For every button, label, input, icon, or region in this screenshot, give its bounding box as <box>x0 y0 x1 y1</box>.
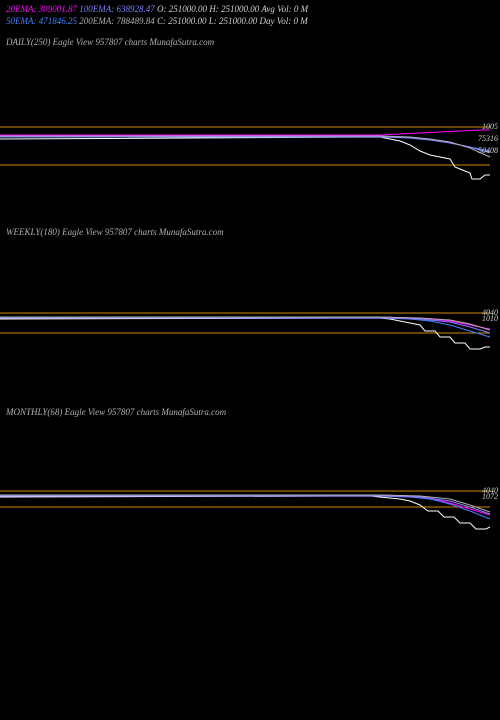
series-price <box>0 496 490 529</box>
high-value: 251000.00 <box>221 4 259 14</box>
series-ema100 <box>0 496 490 514</box>
header-row-2: 50EMA: 471846.25 200EMA: 788489.84 C: 25… <box>6 16 494 28</box>
ema20-label: 20EMA: <box>6 4 37 14</box>
panels-container: DAILY(250) Eagle View 957807 charts Muna… <box>0 31 500 581</box>
ema200-value: 788489.84 <box>117 16 155 26</box>
chart-panel-2: MONTHLY(68) Eagle View 957807 charts Mun… <box>0 401 500 581</box>
avgvol-label: Avg Vol: <box>261 4 291 14</box>
series-price <box>0 137 490 179</box>
chart-svg <box>0 31 500 221</box>
ema50-label: 50EMA: <box>6 16 37 26</box>
axis-label: 75316 <box>478 134 498 143</box>
series-ema50 <box>0 318 490 337</box>
axis-label: 50408 <box>478 146 498 155</box>
axis-label: 1072 <box>482 492 498 501</box>
axis-label: 1010 <box>482 314 498 323</box>
ema100-value: 638928.47 <box>117 4 155 14</box>
high-label: H: <box>209 4 219 14</box>
ema50-value: 471846.25 <box>39 16 77 26</box>
axis-label: 1005 <box>482 122 498 131</box>
open-label: O: <box>157 4 167 14</box>
series-ema20 <box>0 130 490 135</box>
close-label: C: <box>157 16 166 26</box>
header-row-1: 20EMA: 309001.87 100EMA: 638928.47 O: 25… <box>6 4 494 16</box>
ema100-label: 100EMA: <box>79 4 114 14</box>
series-ema100 <box>0 318 490 333</box>
low-value: 251000.00 <box>219 16 257 26</box>
low-label: L: <box>209 16 217 26</box>
ema200-label: 200EMA: <box>79 16 114 26</box>
open-value: 251000.00 <box>169 4 207 14</box>
dayvol-value: 0 M <box>294 16 308 26</box>
ema20-value: 309001.87 <box>39 4 77 14</box>
chart-svg <box>0 221 500 401</box>
dayvol-label: Day Vol: <box>260 16 292 26</box>
chart-svg <box>0 401 500 581</box>
header-stats: 20EMA: 309001.87 100EMA: 638928.47 O: 25… <box>0 0 500 31</box>
close-value: 251000.00 <box>168 16 206 26</box>
series-ema100 <box>0 137 490 153</box>
chart-panel-1: WEEKLY(180) Eagle View 957807 charts Mun… <box>0 221 500 401</box>
chart-panel-0: DAILY(250) Eagle View 957807 charts Muna… <box>0 31 500 221</box>
avgvol-value: 0 M <box>294 4 308 14</box>
